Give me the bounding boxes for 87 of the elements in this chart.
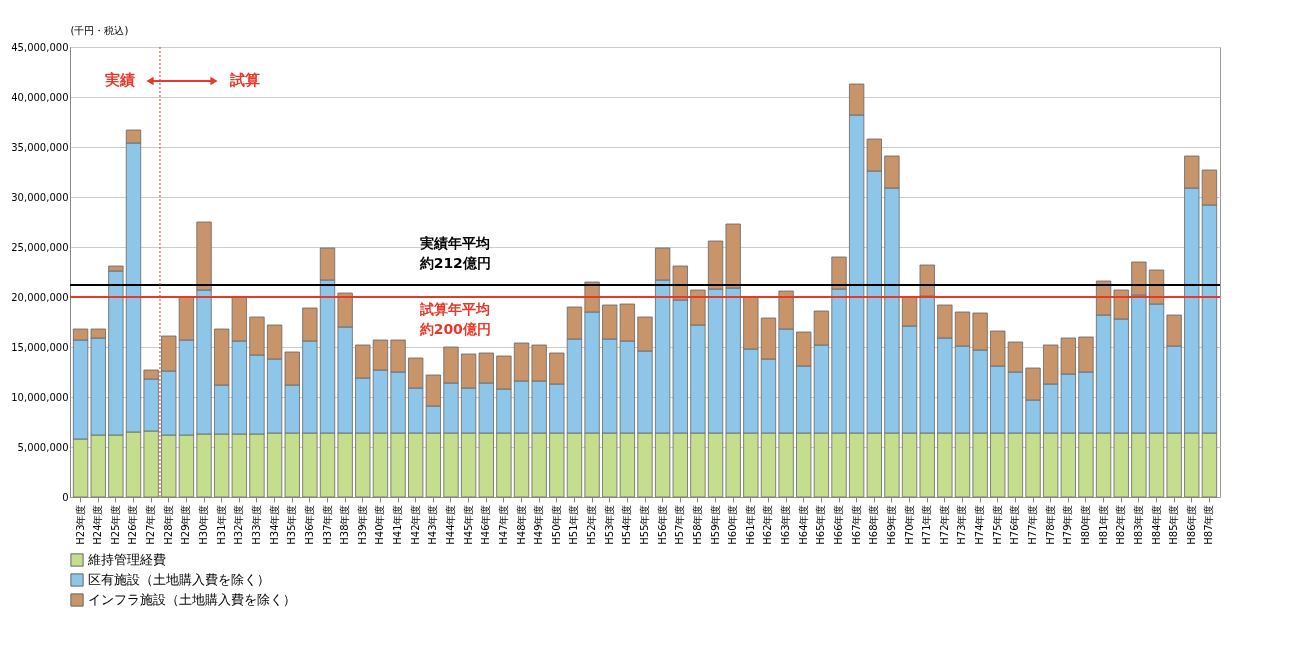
text: 約200億円 [419,321,491,337]
y-tick-label: 20,000,000 [11,291,69,303]
x-tick-label: H85年度 [1168,504,1180,545]
annotation: 実績 [104,71,135,89]
x-tick-label: H37年度 [321,504,333,545]
x-tick-label: H77年度 [1027,504,1039,545]
x-tick-label: H82年度 [1115,504,1127,545]
x-tick-label: H86年度 [1185,504,1197,545]
x-tick-label: H26年度 [127,504,139,545]
x-tick-label: H83年度 [1132,504,1144,545]
x-tick-label: H62年度 [762,504,774,545]
annotation: 試算 [229,71,260,89]
x-tick-label: H32年度 [233,504,245,545]
y-tick-label: 25,000,000 [11,241,69,253]
x-tick-label: H28年度 [162,504,174,545]
y-tick-label: 40,000,000 [11,91,69,103]
y-tick-label: 10,000,000 [11,391,69,403]
bar [919,264,935,297]
x-tick-label: H69年度 [885,504,897,545]
x-tick-label: H35年度 [286,504,298,545]
x-tick-label: H54年度 [621,504,633,545]
x-tick-label: H43年度 [427,504,439,545]
x-tick-label: H58年度 [691,504,703,545]
x-tick-label: H75年度 [991,504,1003,545]
x-tick-label: H78年度 [1044,504,1056,545]
x-tick-label: H27年度 [145,504,157,545]
x-tick-label: H31年度 [215,504,227,545]
y-axis-title: (千円・税込) [70,24,129,36]
y-tick-label: 15,000,000 [11,341,69,353]
x-tick-label: H74年度 [974,504,986,545]
x-tick-label: H24年度 [92,504,104,545]
y-tick-label: 35,000,000 [11,141,69,153]
x-tick-label: H23年度 [74,504,86,545]
x-tick-label: H64年度 [797,504,809,545]
x-tick-label: H51年度 [568,504,580,545]
x-tick-label: H49年度 [533,504,545,545]
x-tick-label: H40年度 [374,504,386,545]
text: 試算年平均 [420,301,491,317]
x-tick-label: H33年度 [250,504,262,545]
x-tick-label: H57年度 [674,504,686,545]
text: 実績年平均 [420,235,491,251]
x-tick-label: H48年度 [515,504,527,545]
x-tick-label: H81年度 [1097,504,1109,545]
x-tick-label: H66年度 [833,504,845,545]
y-tick-label: 45,000,000 [11,41,69,53]
x-tick-label: H67年度 [850,504,862,545]
x-tick-label: H47年度 [497,504,509,545]
x-tick-label: H56年度 [656,504,668,545]
y-tick-label: 5,000,000 [17,441,69,453]
x-tick-label: H25年度 [109,504,121,545]
x-tick-label: H41年度 [392,504,404,545]
x-tick-label: H50年度 [550,504,562,545]
y-tick-label: 30,000,000 [11,191,69,203]
bar [1131,261,1147,296]
x-tick-label: H87年度 [1203,504,1215,545]
x-tick-label: H84年度 [1150,504,1162,545]
x-tick-label: H34年度 [268,504,280,545]
x-tick-label: H76年度 [1009,504,1021,545]
legend-label: 区有施設（土地購入費を除く） [88,572,270,587]
x-tick-label: H30年度 [198,504,210,545]
x-tick-label: H79年度 [1062,504,1074,545]
text: 約212億円 [419,255,491,271]
x-tick-label: H80年度 [1079,504,1091,545]
x-tick-label: H46年度 [480,504,492,545]
legend-label: 維持管理経費 [87,552,166,567]
x-tick-label: H60年度 [727,504,739,545]
x-tick-label: H53年度 [603,504,615,545]
x-tick-label: H61年度 [744,504,756,545]
legend-label: インフラ施設（土地購入費を除く） [88,592,296,607]
x-tick-label: H36年度 [303,504,315,545]
x-tick-label: H52年度 [586,504,598,545]
x-tick-label: H65年度 [815,504,827,545]
x-tick-label: H73年度 [956,504,968,545]
x-tick-label: H45年度 [462,504,474,545]
x-tick-label: H42年度 [409,504,421,545]
y-tick-label: 0 [62,491,69,503]
x-tick-label: H71年度 [921,504,933,545]
x-tick-label: H39年度 [356,504,368,545]
x-tick-label: H72年度 [938,504,950,545]
x-tick-label: H29年度 [180,504,192,545]
x-tick-label: H70年度 [903,504,915,545]
x-tick-label: H59年度 [709,504,721,545]
x-tick-label: H55年度 [639,504,650,545]
x-tick-label: H44年度 [444,504,456,545]
x-tick-label: H68年度 [868,504,880,545]
x-tick-label: H63年度 [780,504,792,545]
x-tick-label: H38年度 [339,504,351,545]
